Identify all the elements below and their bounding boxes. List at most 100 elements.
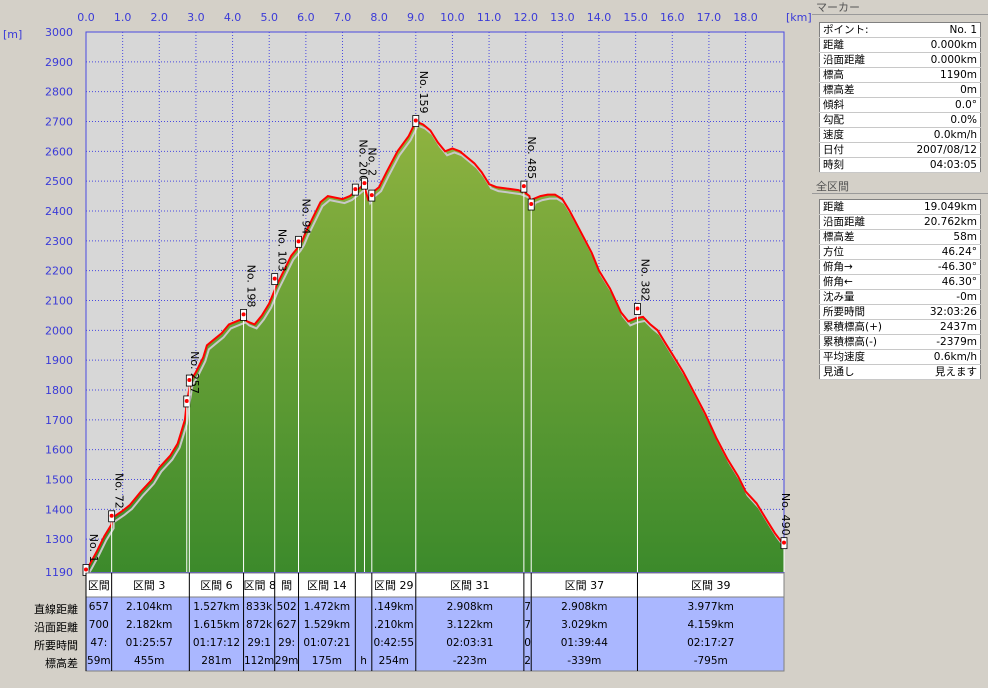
segment-value: 1.472km [303, 601, 351, 613]
shadow-line [87, 124, 787, 576]
marker-info-label: 速度 [819, 127, 890, 143]
marker-label: No. 103 [276, 229, 289, 272]
tick-layer: 0.0 1.0 2.0 3.0 4.0 5.0 6.0 7.0 8.0 9.0 10.0 11.0 12… [45, 11, 758, 579]
y-tick-label: 1190 [45, 566, 73, 579]
segment-value: 3.977km [687, 601, 734, 613]
marker-dot [296, 239, 301, 244]
segment-header[interactable]: 区間 29 [374, 579, 414, 592]
marker-info-label: 標高 [819, 67, 890, 83]
segment-value: 47: [90, 637, 108, 649]
marker-dot [782, 540, 786, 545]
x-tick-label: 0.0 [77, 11, 95, 24]
marker-dot [413, 118, 418, 123]
marker-label: No. 72 [113, 473, 126, 509]
marker-dot [521, 184, 526, 189]
y-tick-label: 1400 [45, 503, 73, 516]
segment-header[interactable]: 間 [281, 579, 293, 592]
segment-value: 0 [524, 637, 531, 649]
segment-header[interactable]: 区間 8 [243, 579, 275, 592]
segment-header[interactable]: 区間 [87, 579, 110, 592]
segment-value: 1.615km [193, 619, 240, 631]
segment-header[interactable] [355, 577, 371, 593]
marker-info-value: 0.000km [889, 52, 981, 68]
total-info-row: 沈み量 -0m [819, 289, 981, 305]
marker-label: No. 198 [245, 265, 258, 308]
segment-value: 3.122km [446, 619, 493, 631]
x-axis-label: [km] [786, 11, 812, 24]
segment-row-label: 沿面距離 [34, 621, 78, 634]
marker-dot [187, 378, 192, 383]
total-info-value: -46.30° [903, 259, 981, 275]
y-tick-label: 1900 [45, 354, 73, 367]
marker-info-label: 傾斜 [819, 97, 890, 113]
y-axis-label: [m] [3, 28, 22, 41]
segment-value: 29m [274, 655, 299, 667]
segment-header[interactable]: 区間 6 [200, 579, 233, 592]
y-tick-label: 1300 [45, 533, 73, 546]
segment-header[interactable]: 区間 3 [132, 579, 166, 592]
x-tick-label: 4.0 [224, 11, 242, 24]
segment-value [355, 601, 371, 617]
total-info-row: 標高差 58m [819, 229, 981, 245]
segment-header[interactable] [524, 577, 531, 593]
segment-value: .149km [373, 601, 414, 613]
total-info-row: 俯角→ -46.30° [819, 259, 981, 275]
total-info-label: 累積標高(-) [819, 334, 904, 350]
segment-value: 2.908km [561, 601, 608, 613]
x-tick-label: 15.0 [623, 11, 648, 24]
segment-value: 112m [243, 655, 275, 667]
marker-info-label: 標高差 [819, 82, 890, 98]
marker-info-row: 速度 0.0km/h [819, 127, 981, 143]
segment-value: 1.527km [193, 601, 240, 613]
segment-table [85, 572, 785, 672]
segment-value: 3.029km [561, 619, 608, 631]
total-info-row: 所要時間 32:03:26 [819, 304, 981, 320]
y-tick-label: 1600 [45, 444, 73, 457]
segment-value: 872k [246, 619, 273, 631]
segment-header[interactable]: 区間 14 [307, 579, 347, 592]
x-tick-label: 3.0 [187, 11, 205, 24]
marker-info-value: No. 1 [889, 22, 981, 38]
segment-value: 4.159km [687, 619, 734, 631]
x-tick-label: 5.0 [260, 11, 278, 24]
marker-dot [353, 187, 358, 192]
total-info-row: 累積標高(+) 2437m [819, 319, 981, 335]
marker-label: No. 485 [525, 136, 538, 179]
total-info-label: 見通し [819, 364, 904, 380]
x-tick-label: 1.0 [114, 11, 132, 24]
segment-value [355, 637, 371, 653]
segment-header[interactable]: 区間 31 [450, 579, 490, 592]
marker-dot [184, 398, 189, 403]
total-info-table: 距離 19.049km 沿面距離 20.762km 標高差 58m 方位 46.24° 俯角→ -… [819, 199, 981, 380]
marker-panel-title: マーカー [812, 0, 988, 15]
marker-info-value: 04:03:05 [889, 157, 981, 173]
segment-value: 59m [87, 655, 111, 667]
segment-value: 700 [88, 619, 109, 631]
marker-label: No. 490 [779, 493, 792, 536]
marker-info-label: 沿面距離 [819, 52, 890, 68]
x-tick-label: 11.0 [477, 11, 502, 24]
y-tick-label: 2000 [45, 324, 73, 337]
segment-header[interactable]: 区間 37 [564, 579, 605, 592]
y-tick-label: 2200 [45, 265, 73, 278]
marker-dot [84, 567, 88, 572]
marker-info-row: 勾配 0.0% [819, 112, 981, 128]
marker-dot [241, 312, 246, 317]
marker-info-row: ポイント: No. 1 [819, 22, 981, 38]
x-tick-label: 17.0 [697, 11, 722, 24]
total-info-label: 距離 [819, 199, 904, 215]
marker-info-row: 標高 1190m [819, 67, 981, 83]
segment-value: 455m [134, 655, 165, 667]
x-tick-label: 7.0 [334, 11, 352, 24]
segment-value: 627 [276, 619, 297, 631]
y-tick-label: 2700 [45, 116, 73, 129]
marker-info-row: 距離 0.000km [819, 37, 981, 53]
segment-value: h [360, 655, 367, 667]
segment-header[interactable]: 区間 39 [690, 579, 731, 592]
marker-info-row: 日付 2007/08/12 [819, 142, 981, 158]
marker-info-label: 時刻 [819, 157, 890, 173]
y-tick-label: 2300 [45, 235, 73, 248]
segment-value: 833k [246, 601, 273, 613]
total-info-value: 2437m [903, 319, 981, 335]
